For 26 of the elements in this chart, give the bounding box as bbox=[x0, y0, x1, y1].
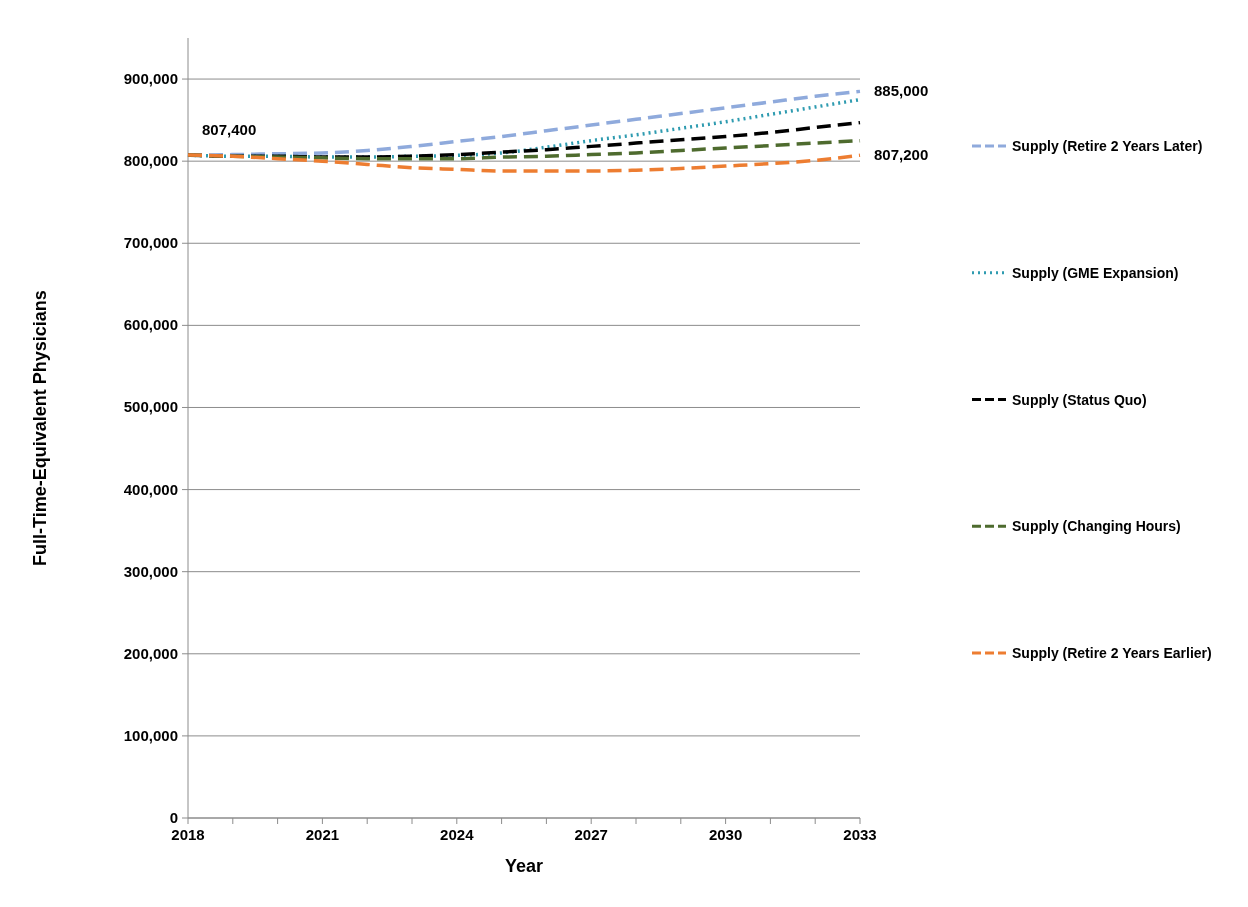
y-tick-label: 400,000 bbox=[123, 480, 178, 498]
x-tick-label: 2027 bbox=[574, 826, 608, 843]
legend-label: Supply (Retire 2 Years Later) bbox=[1012, 138, 1203, 154]
data-label: 807,200 bbox=[874, 146, 929, 164]
data-label: 807,400 bbox=[202, 121, 257, 139]
legend-label: Supply (Status Quo) bbox=[1012, 391, 1147, 408]
y-tick-label: 0 bbox=[169, 809, 178, 826]
y-axis-title: Full-Time-Equivalent Physicians bbox=[30, 290, 50, 566]
y-tick-label: 800,000 bbox=[123, 152, 178, 170]
y-tick-label: 900,000 bbox=[123, 70, 178, 88]
legend-label: Supply (GME Expansion) bbox=[1012, 264, 1179, 281]
y-tick-label: 700,000 bbox=[123, 234, 178, 252]
x-tick-label: 2021 bbox=[305, 826, 340, 843]
y-tick-label: 600,000 bbox=[123, 316, 178, 334]
x-tick-label: 2030 bbox=[708, 826, 743, 843]
y-tick-label: 300,000 bbox=[123, 562, 178, 580]
y-tick-label: 100,000 bbox=[123, 726, 178, 744]
x-tick-label: 2024 bbox=[440, 826, 475, 843]
x-tick-label: 2018 bbox=[171, 826, 205, 843]
x-axis-title: Year bbox=[504, 856, 544, 876]
legend-label: Supply (Changing Hours) bbox=[1012, 518, 1181, 535]
legend-label: Supply (Retire 2 Years Earlier) bbox=[1012, 645, 1212, 661]
x-tick-label: 2033 bbox=[843, 826, 877, 843]
y-tick-label: 500,000 bbox=[123, 398, 178, 416]
data-label: 885,000 bbox=[874, 82, 929, 100]
y-tick-label: 200,000 bbox=[123, 644, 178, 662]
